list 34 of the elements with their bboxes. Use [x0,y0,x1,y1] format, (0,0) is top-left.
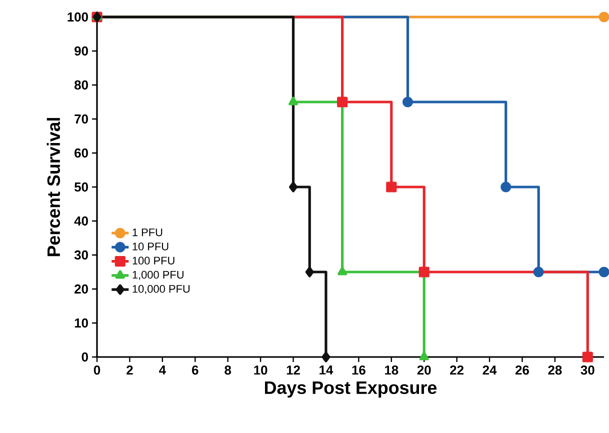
y-tick-label: 60 [74,148,88,158]
x-tick-label: 18 [385,366,398,375]
y-axis-title: Percent Survival [46,118,60,256]
legend-label: 10,000 PFU [132,284,190,294]
y-tick-label: 30 [74,250,88,260]
legend-label: 100 PFU [132,256,174,264]
x-tick-label: 30 [580,366,594,375]
x-tick-label: 22 [450,366,464,375]
x-tick-label: 26 [515,366,529,375]
y-tick-label: 70 [74,114,88,124]
y-tick-label: 10 [74,318,88,328]
legend-label: 1 PFU [132,228,162,236]
x-tick-label: 24 [482,366,497,375]
x-tick-label: 0 [94,366,100,375]
x-tick-label: 14 [320,366,334,374]
x-tick-label: 2 [126,366,133,375]
x-tick-label: 16 [352,366,366,375]
x-tick-label: 20 [417,366,431,375]
y-tick-label: 50 [74,182,88,192]
y-tick-label: 100 [68,12,88,22]
x-tick-label: 10 [254,366,268,375]
y-tick-label: 20 [74,284,88,294]
y-tick-label: 0 [82,352,88,362]
x-tick-label: 28 [548,366,562,375]
x-axis-title: Days Post Exposure [264,382,437,398]
x-tick-label: 12 [286,366,300,375]
legend-label: 1,000 PFU [132,270,184,280]
y-tick-label: 80 [74,80,88,90]
y-tick-label: 40 [74,216,88,226]
y-tick-label: 90 [74,46,88,56]
x-tick-label: 6 [192,366,198,375]
x-tick-label: 8 [224,366,232,375]
legend-label: 10 PFU [132,242,168,250]
x-tick-label: 4 [159,366,166,374]
